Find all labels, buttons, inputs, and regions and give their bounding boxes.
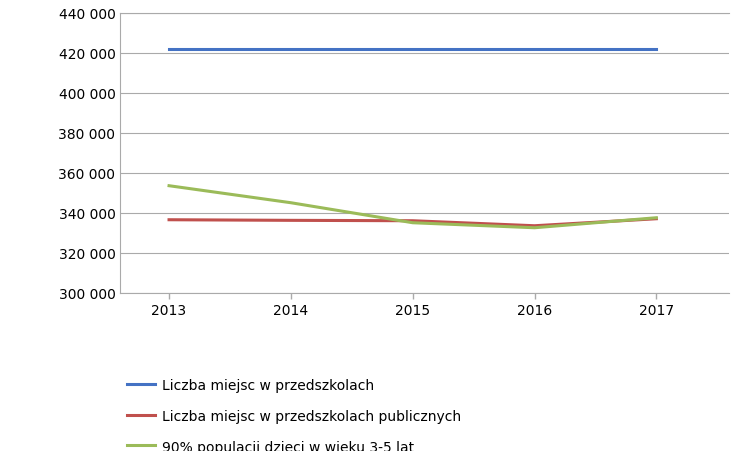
90% populacji dzieci w wieku 3-5 lat xyxy=(652,216,661,221)
Liczba miejsc w przedszkolach xyxy=(530,47,539,52)
90% populacji dzieci w wieku 3-5 lat xyxy=(287,201,296,206)
90% populacji dzieci w wieku 3-5 lat xyxy=(408,221,417,226)
Liczba miejsc w przedszkolach publicznych xyxy=(287,218,296,224)
Legend: Liczba miejsc w przedszkolach, Liczba miejsc w przedszkolach publicznych, 90% po: Liczba miejsc w przedszkolach, Liczba mi… xyxy=(127,378,461,451)
Liczba miejsc w przedszkolach publicznych xyxy=(652,216,661,222)
90% populacji dzieci w wieku 3-5 lat xyxy=(165,184,174,189)
Liczba miejsc w przedszkolach xyxy=(652,47,661,52)
Liczba miejsc w przedszkolach publicznych xyxy=(408,219,417,224)
Liczba miejsc w przedszkolach xyxy=(165,47,174,52)
Line: Liczba miejsc w przedszkolach publicznych: Liczba miejsc w przedszkolach publicznyc… xyxy=(169,219,656,226)
Liczba miejsc w przedszkolach publicznych xyxy=(530,224,539,229)
90% populacji dzieci w wieku 3-5 lat xyxy=(530,226,539,231)
Liczba miejsc w przedszkolach xyxy=(287,47,296,52)
Line: 90% populacji dzieci w wieku 3-5 lat: 90% populacji dzieci w wieku 3-5 lat xyxy=(169,186,656,228)
Liczba miejsc w przedszkolach publicznych xyxy=(165,217,174,223)
Liczba miejsc w przedszkolach xyxy=(408,47,417,52)
